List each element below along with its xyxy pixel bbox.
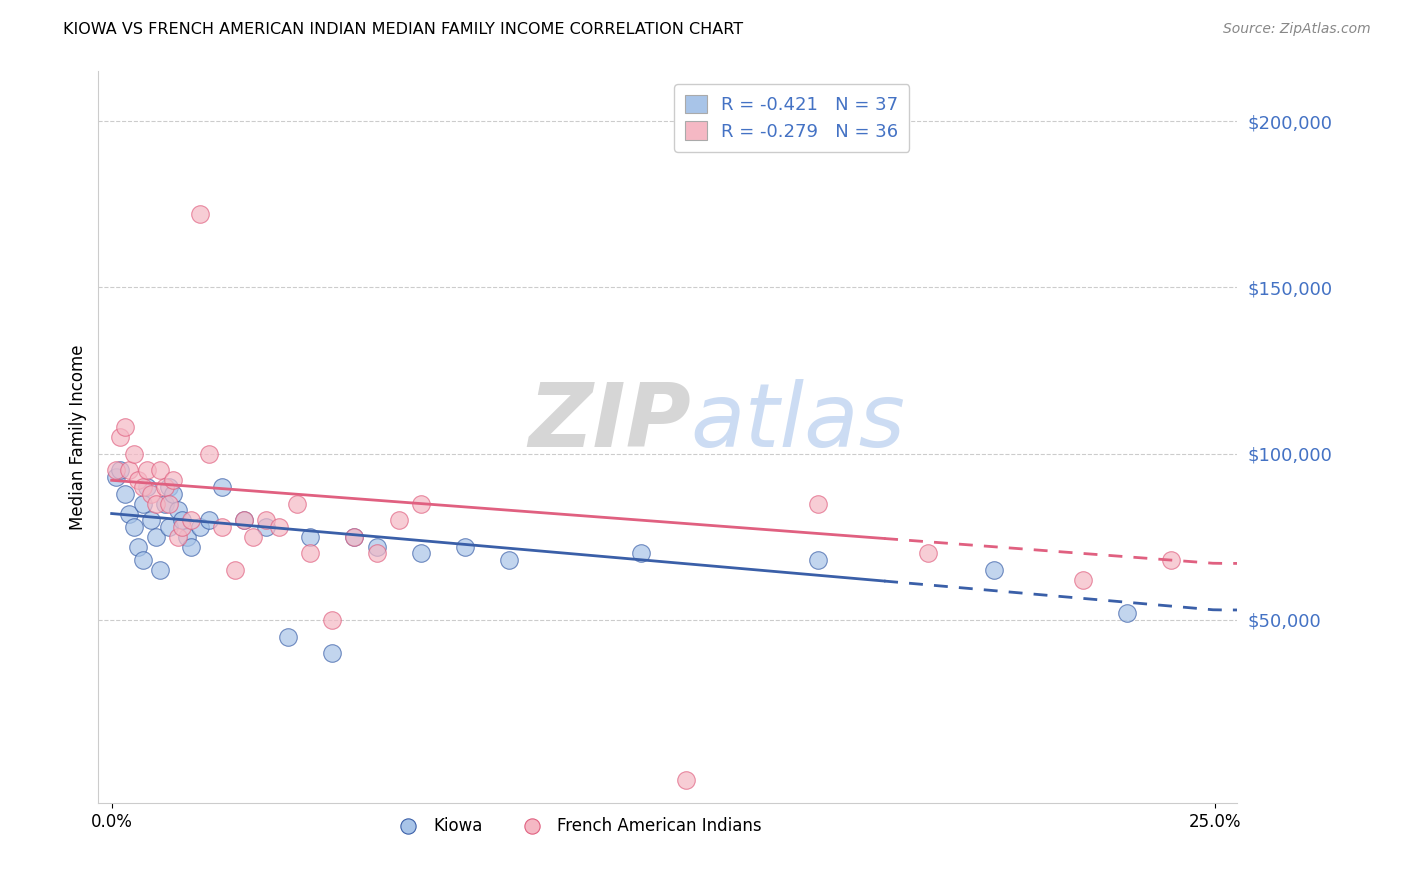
Point xyxy=(321,613,343,627)
Point xyxy=(131,497,153,511)
Y-axis label: Median Family Income: Median Family Income xyxy=(69,344,87,530)
Point xyxy=(1160,553,1182,567)
Point xyxy=(1116,607,1139,621)
Point xyxy=(105,463,128,477)
Point xyxy=(1071,573,1094,587)
Text: KIOWA VS FRENCH AMERICAN INDIAN MEDIAN FAMILY INCOME CORRELATION CHART: KIOWA VS FRENCH AMERICAN INDIAN MEDIAN F… xyxy=(63,22,744,37)
Point xyxy=(180,540,202,554)
Text: atlas: atlas xyxy=(690,379,905,466)
Point xyxy=(176,530,198,544)
Point xyxy=(172,513,194,527)
Point xyxy=(233,513,256,527)
Point xyxy=(157,480,180,494)
Point xyxy=(409,546,432,560)
Point xyxy=(105,470,128,484)
Point xyxy=(366,540,388,554)
Point xyxy=(127,540,149,554)
Point xyxy=(807,497,830,511)
Point xyxy=(675,772,697,787)
Point xyxy=(224,563,246,577)
Point xyxy=(172,520,194,534)
Point xyxy=(211,520,233,534)
Point xyxy=(157,497,180,511)
Point xyxy=(145,497,167,511)
Point xyxy=(110,463,132,477)
Point xyxy=(122,520,145,534)
Point xyxy=(254,513,277,527)
Point xyxy=(233,513,256,527)
Point xyxy=(180,513,202,527)
Point xyxy=(197,513,219,527)
Point xyxy=(127,473,149,487)
Point xyxy=(211,480,233,494)
Point xyxy=(149,463,172,477)
Point xyxy=(807,553,830,567)
Point xyxy=(136,480,159,494)
Point xyxy=(188,207,211,221)
Point xyxy=(366,546,388,560)
Point xyxy=(983,563,1005,577)
Point xyxy=(153,480,176,494)
Point xyxy=(131,480,153,494)
Point xyxy=(136,463,159,477)
Point xyxy=(188,520,211,534)
Point xyxy=(409,497,432,511)
Point xyxy=(285,497,308,511)
Point xyxy=(157,520,180,534)
Point xyxy=(162,473,184,487)
Point xyxy=(343,530,366,544)
Point xyxy=(917,546,939,560)
Point xyxy=(141,513,163,527)
Legend: Kiowa, French American Indians: Kiowa, French American Indians xyxy=(385,811,769,842)
Point xyxy=(299,546,322,560)
Point xyxy=(162,486,184,500)
Point xyxy=(141,486,163,500)
Text: Source: ZipAtlas.com: Source: ZipAtlas.com xyxy=(1223,22,1371,37)
Point xyxy=(167,530,190,544)
Point xyxy=(167,503,190,517)
Point xyxy=(131,553,153,567)
Point xyxy=(299,530,322,544)
Point xyxy=(630,546,652,560)
Point xyxy=(118,507,141,521)
Point xyxy=(321,646,343,660)
Point xyxy=(197,447,219,461)
Point xyxy=(343,530,366,544)
Text: ZIP: ZIP xyxy=(527,379,690,466)
Point xyxy=(498,553,520,567)
Point xyxy=(277,630,299,644)
Point xyxy=(114,486,136,500)
Point xyxy=(153,497,176,511)
Point xyxy=(454,540,477,554)
Point xyxy=(149,563,172,577)
Point xyxy=(122,447,145,461)
Point xyxy=(118,463,141,477)
Point xyxy=(110,430,132,444)
Point xyxy=(387,513,409,527)
Point xyxy=(242,530,264,544)
Point xyxy=(145,530,167,544)
Point xyxy=(254,520,277,534)
Point xyxy=(269,520,291,534)
Point xyxy=(114,420,136,434)
